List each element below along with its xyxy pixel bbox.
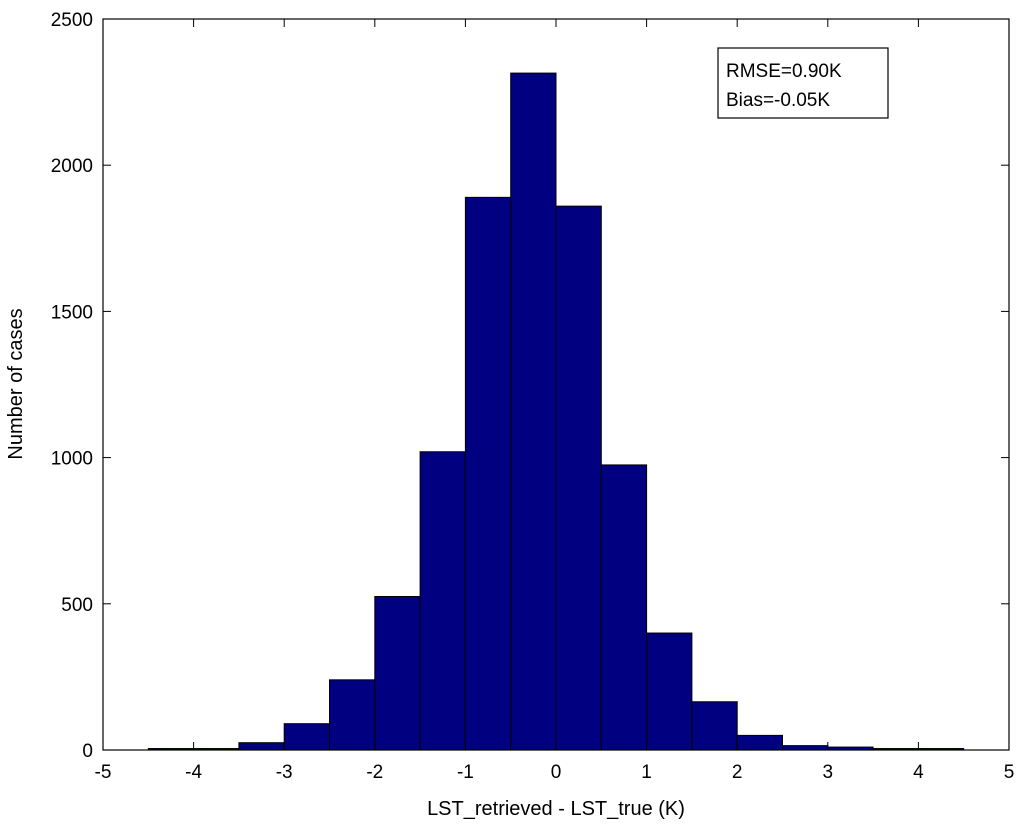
x-tick-label: 1 <box>641 762 652 783</box>
y-tick-label: 0 <box>82 741 93 762</box>
y-tick-label: 500 <box>61 595 93 616</box>
x-tick-label: 5 <box>1004 762 1015 783</box>
histogram-bar <box>374 595 421 751</box>
histogram-bar <box>464 196 512 751</box>
y-tick-label: 1500 <box>51 302 93 323</box>
histogram-bar <box>329 679 376 751</box>
y-axis-label: Number of cases <box>5 308 27 459</box>
y-tick-label: 1000 <box>51 449 93 470</box>
y-tick-label: 2500 <box>51 10 93 31</box>
histogram-bar <box>238 742 285 751</box>
histogram-bar <box>555 205 602 751</box>
ticks-group: -5 -4 -3 -2 -1 0 1 2 3 4 5 0 500 1000 1500 2000 2500 <box>51 10 1015 783</box>
histogram-bar <box>510 72 557 751</box>
plot-frame <box>102 18 1010 751</box>
x-tick-label: -3 <box>276 762 293 783</box>
x-tick-label: 2 <box>732 762 743 783</box>
histogram-bar <box>600 464 648 751</box>
x-tick-label: -4 <box>185 762 202 783</box>
annotation-bias: Bias=-0.05K <box>726 90 830 111</box>
y-tick-label: 2000 <box>51 156 93 177</box>
x-axis-label: LST_retrieved - LST_true (K) <box>427 798 685 820</box>
x-tick-label: -5 <box>95 762 112 783</box>
histogram-bar <box>691 701 738 751</box>
x-tick-label: -2 <box>366 762 383 783</box>
x-tick-label: -1 <box>457 762 474 783</box>
x-tick-label: 3 <box>823 762 834 783</box>
annotation-rmse: RMSE=0.90K <box>726 61 842 82</box>
x-tick-label: 4 <box>913 762 924 783</box>
histogram-bar <box>782 745 829 751</box>
annotation-frame <box>717 47 889 119</box>
histogram-bar <box>419 451 466 751</box>
histogram-bar <box>736 734 784 751</box>
histogram-bar <box>283 723 331 751</box>
bars-group <box>147 72 965 751</box>
annotation-box: RMSE=0.90K Bias=-0.05K <box>717 47 889 119</box>
histogram-bar <box>646 632 693 751</box>
x-tick-label: 0 <box>551 762 562 783</box>
